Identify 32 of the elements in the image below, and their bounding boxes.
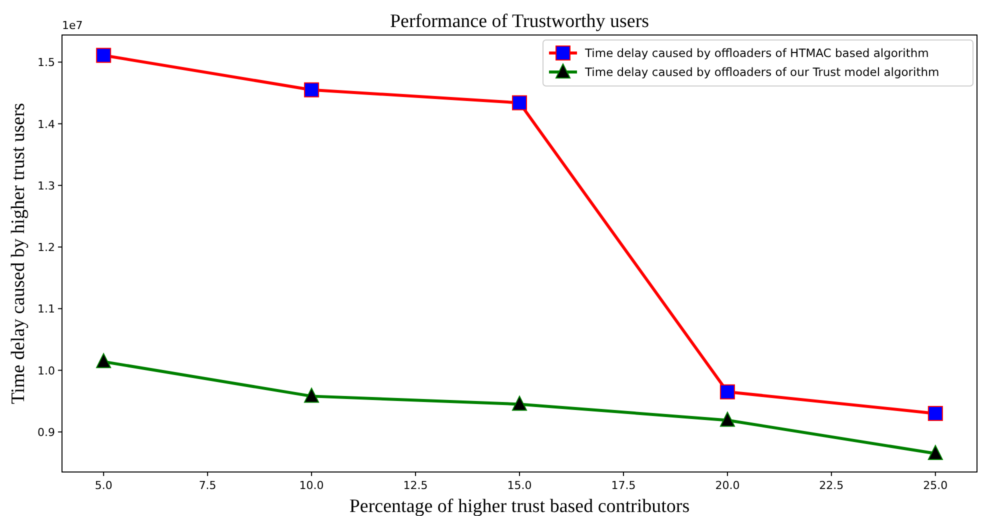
point bbox=[512, 95, 527, 110]
y-axis-title: Time delay caused by higher trust users bbox=[8, 102, 29, 404]
x-tick-label: 12.5 bbox=[403, 479, 428, 492]
y-tick-label: 1.0 bbox=[38, 364, 55, 378]
x-tick-label: 22.5 bbox=[819, 479, 844, 492]
x-tick-label: 10.0 bbox=[299, 479, 324, 492]
point bbox=[720, 384, 735, 400]
x-tick-label: 5.0 bbox=[94, 479, 112, 492]
point bbox=[512, 396, 527, 411]
point bbox=[720, 412, 735, 427]
text: 1e7 bbox=[62, 19, 83, 32]
y-tick-label: 1.4 bbox=[38, 118, 55, 131]
point bbox=[96, 48, 112, 63]
x-axis-title: Percentage of higher trust based contributors bbox=[349, 496, 690, 516]
y-tick-label: 1.3 bbox=[38, 179, 55, 192]
x-tick-label: 7.5 bbox=[198, 479, 216, 492]
y-tick-label: 0.9 bbox=[38, 426, 55, 439]
x-tick-label: 25.0 bbox=[923, 479, 948, 492]
x-tick-label: 15.0 bbox=[507, 479, 532, 492]
x-tick-label: 20.0 bbox=[715, 479, 740, 492]
legend-label: Time delay caused by offloaders of our Trust model algorithm bbox=[584, 65, 940, 79]
legend-label: Time delay caused by offloaders of HTMAC based algorithm bbox=[584, 46, 929, 60]
point bbox=[928, 445, 943, 460]
chart-title: Performance of Trustworthy users bbox=[390, 11, 650, 32]
point bbox=[928, 406, 943, 421]
point bbox=[304, 82, 320, 98]
y-tick-label: 1.5 bbox=[38, 56, 55, 70]
point bbox=[304, 388, 320, 403]
point bbox=[96, 353, 112, 368]
y-tick-label: 1.2 bbox=[38, 241, 55, 254]
x-tick-label: 17.5 bbox=[611, 479, 636, 492]
y-tick-label: 1.1 bbox=[38, 302, 55, 316]
